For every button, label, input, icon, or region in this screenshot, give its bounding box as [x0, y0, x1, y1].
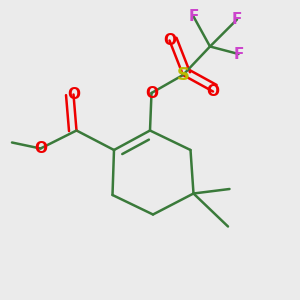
Text: O: O	[67, 87, 80, 102]
Text: F: F	[232, 12, 242, 27]
Text: F: F	[233, 46, 244, 62]
Text: S: S	[176, 66, 190, 84]
Text: O: O	[206, 84, 220, 99]
Text: O: O	[34, 141, 47, 156]
Text: F: F	[188, 9, 199, 24]
Text: O: O	[145, 85, 158, 100]
Text: O: O	[163, 33, 176, 48]
